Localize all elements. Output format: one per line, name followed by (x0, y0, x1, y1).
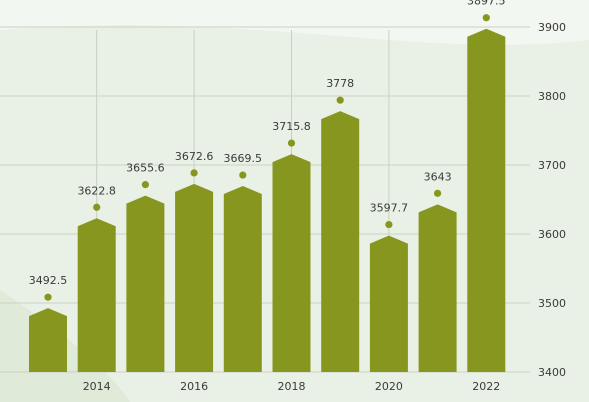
bar (272, 154, 311, 372)
bar-marker (44, 293, 52, 301)
background-wave-top (0, 0, 589, 45)
bar (467, 28, 506, 372)
data-label: 3655.6 (126, 162, 165, 175)
x-tick-label: 2016 (180, 380, 208, 393)
data-label: 3622.8 (77, 184, 116, 197)
x-tick-label: 2018 (278, 380, 306, 393)
bar-marker (93, 203, 101, 211)
bar-marker (434, 189, 442, 197)
y-tick-label: 3500 (538, 297, 566, 310)
y-tick-label: 3800 (538, 90, 566, 103)
data-label: 3672.6 (175, 150, 214, 163)
data-label: 3643 (424, 170, 452, 183)
data-label: 3897.5 (467, 0, 506, 8)
bar (418, 204, 457, 372)
bar (29, 308, 67, 372)
x-tick-label: 2014 (83, 380, 111, 393)
bar (223, 186, 262, 372)
bar (175, 183, 214, 372)
y-axis-tick-labels: 3400 3500 3600 3700 3800 3900 (538, 21, 566, 379)
data-labels: 3492.5 3622.8 3655.6 3672.6 3669.5 3715.8 3778… (29, 0, 506, 287)
x-tick-label: 2020 (375, 380, 403, 393)
y-tick-label: 3400 (538, 366, 566, 379)
data-label: 3778 (326, 77, 354, 90)
bar-marker (385, 220, 393, 229)
y-tick-label: 3700 (538, 159, 566, 172)
x-axis-tick-labels: 2014 2016 2018 2020 2022 (83, 380, 501, 393)
data-label: 3715.8 (272, 120, 311, 133)
bar-marker (336, 96, 344, 104)
bar-marker (287, 139, 296, 147)
bar (77, 218, 116, 372)
data-label: 3492.5 (29, 274, 68, 287)
bar-marker (239, 171, 247, 179)
bar-marker (190, 169, 198, 177)
label-markers (44, 14, 490, 301)
bar-marker (482, 14, 490, 22)
y-tick-label: 3600 (538, 228, 566, 241)
bar (369, 235, 408, 372)
data-label: 3597.7 (370, 202, 409, 215)
data-label: 3669.5 (224, 152, 263, 165)
x-tick-label: 2022 (472, 380, 500, 393)
y-tick-label: 3900 (538, 21, 566, 34)
bar-series (29, 28, 506, 373)
bar (126, 195, 165, 372)
bar-marker (141, 181, 149, 189)
bar (321, 111, 360, 373)
